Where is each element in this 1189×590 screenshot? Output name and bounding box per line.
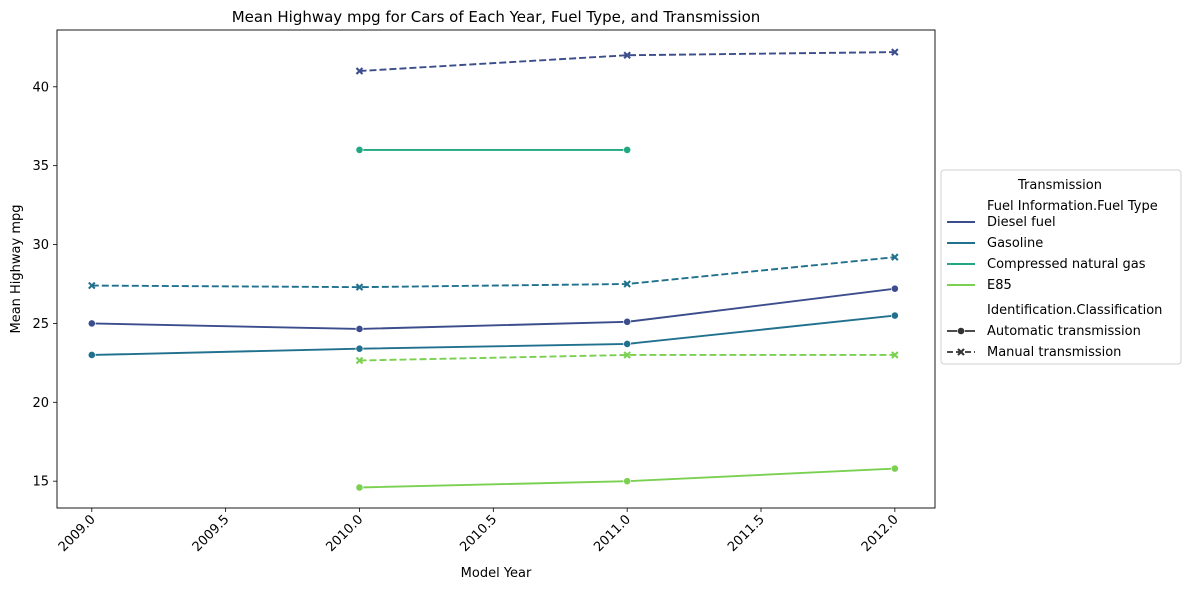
legend-style-entries: Automatic transmission Manual transmissio…: [947, 324, 1141, 360]
y-axis-label: Mean Highway mpg: [9, 204, 24, 333]
data-point: [890, 464, 899, 473]
data-point: [891, 253, 899, 261]
data-point: [623, 351, 631, 359]
x-tick-label: 2011.0: [591, 512, 634, 555]
legend: Transmission Fuel Information.Fuel Type …: [940, 169, 1182, 365]
x-tick-label: 2009.5: [190, 512, 233, 555]
legend-style-marker: [957, 348, 965, 356]
legend-hue-label: Compressed natural gas: [987, 257, 1146, 272]
legend-style-label: Manual transmission: [987, 345, 1121, 360]
legend-hue-label: Diesel fuel: [987, 215, 1056, 230]
data-point: [890, 311, 899, 320]
plot-area-frame: [56, 29, 936, 509]
data-point: [623, 51, 631, 59]
data-point: [355, 145, 364, 154]
y-tick-label: 40: [32, 80, 49, 95]
y-axis: 15 20 25 30 35 40: [32, 80, 57, 490]
data-point: [891, 351, 899, 359]
series-line: [91, 287, 895, 330]
series-diesel-fuel-manual-transmission: [355, 48, 899, 75]
y-tick-label: 25: [32, 317, 49, 332]
x-tick-label: 2011.5: [725, 512, 768, 555]
legend-hue-label: Gasoline: [987, 236, 1043, 251]
legend-frame: [940, 169, 1182, 365]
series-line: [91, 314, 895, 356]
data-point: [891, 48, 899, 56]
data-point: [88, 281, 96, 290]
chart-title: Mean Highway mpg for Cars of Each Year, …: [232, 8, 761, 26]
x-axis-label: Model Year: [461, 566, 532, 581]
data-point: [623, 145, 632, 154]
data-point: [355, 283, 364, 291]
x-tick-label: 2012.0: [859, 512, 902, 555]
legend-style-marker: [957, 327, 965, 335]
data-point: [355, 483, 364, 492]
data-point: [87, 351, 96, 359]
data-point: [890, 284, 899, 293]
series-e85-manual-transmission: [355, 351, 899, 365]
series-layer: [87, 48, 899, 492]
legend-hue-entries: Diesel fuel Gasoline Compressed natural ga…: [947, 215, 1146, 293]
data-point: [623, 340, 632, 348]
series-gasoline-automatic-transmission: [87, 311, 899, 359]
data-point: [623, 317, 632, 326]
data-point: [355, 67, 364, 75]
legend-style-title: Identification.Classification: [987, 303, 1162, 318]
series-line: [359, 51, 895, 72]
series-compressed-natural-gas-automatic-transmission: [355, 145, 632, 154]
data-point: [355, 325, 364, 333]
y-tick-label: 35: [32, 159, 49, 174]
y-tick-label: 30: [32, 238, 49, 253]
data-point: [355, 344, 364, 353]
data-point: [623, 477, 632, 486]
data-point: [623, 280, 631, 288]
legend-title: Transmission: [1017, 178, 1102, 193]
x-tick-label: 2009.0: [56, 512, 99, 555]
x-tick-label: 2010.0: [324, 512, 367, 555]
series-gasoline-manual-transmission: [88, 253, 899, 291]
x-tick-label: 2010.5: [457, 512, 500, 555]
series-line: [91, 256, 895, 289]
legend-style-label: Automatic transmission: [987, 324, 1141, 339]
y-tick-label: 20: [32, 396, 49, 411]
series-diesel-fuel-automatic-transmission: [87, 284, 899, 333]
data-point: [87, 319, 96, 328]
legend-hue-title: Fuel Information.Fuel Type: [987, 199, 1158, 214]
x-axis: 2009.0 2009.5 2010.0 2010.5 2011.0 2011.5 2012…: [56, 508, 902, 555]
series-e85-automatic-transmission: [355, 464, 899, 492]
y-tick-label: 15: [32, 475, 49, 490]
legend-hue-label: E85: [987, 278, 1012, 293]
series-line: [359, 354, 895, 362]
data-point: [355, 356, 364, 365]
